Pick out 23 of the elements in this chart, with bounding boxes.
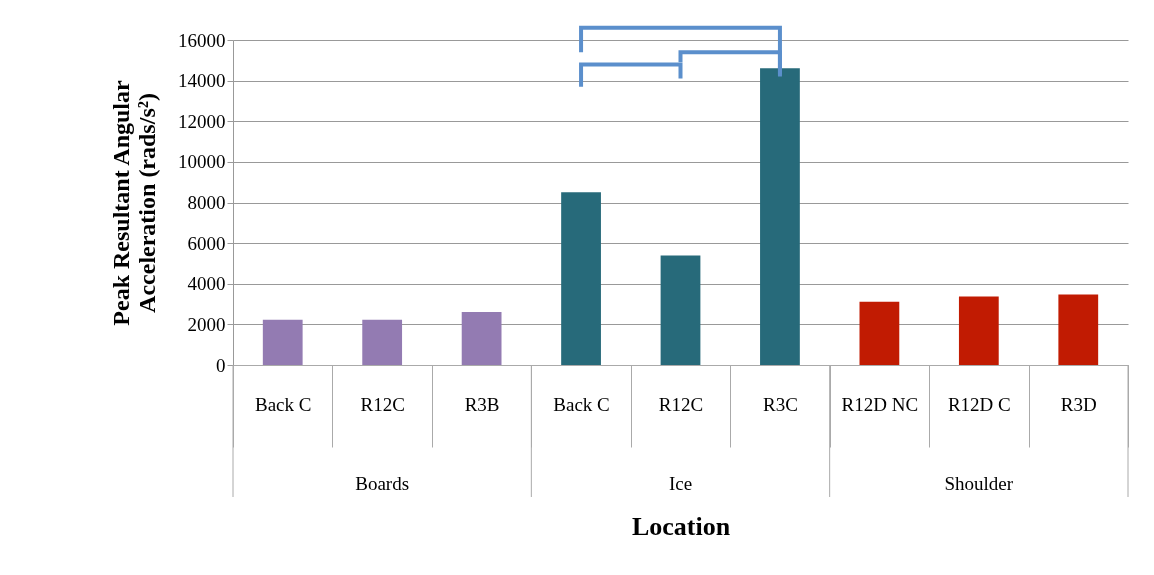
x-tick-label: Back C	[553, 393, 610, 415]
y-tick-label: 8000	[187, 192, 226, 213]
x-tick-label: R3B	[464, 393, 500, 415]
y-tick-label: 16000	[178, 29, 226, 51]
x-axis-title: Location	[631, 512, 731, 541]
x-tick-label: R12C	[658, 393, 704, 415]
text: Shoulder	[944, 473, 1014, 494]
text: Ice	[668, 473, 693, 494]
y-axis-title: Peak Resultant Angular Acceleration (rads/s²)	[108, 79, 160, 326]
x-tick-label: R12C	[360, 393, 405, 415]
y-tick-label: 4000	[187, 273, 226, 295]
x-tick-label: R3C	[763, 393, 798, 415]
x-tick-label: Back C	[254, 393, 312, 415]
y-tick-label: 2000	[187, 313, 226, 335]
y-tick-label: 12000	[178, 110, 226, 132]
x-tick-label: R3D	[1060, 393, 1097, 415]
y-tick-label: 0	[216, 354, 226, 376]
x-tick-label: R12D C	[947, 393, 1011, 415]
x-tick-label: R12D NC	[841, 393, 919, 415]
text: Boards	[355, 473, 410, 494]
y-tick-label: 10000	[178, 151, 226, 173]
y-tick-label: 6000	[187, 232, 226, 254]
y-tick-label: 14000	[178, 70, 226, 92]
